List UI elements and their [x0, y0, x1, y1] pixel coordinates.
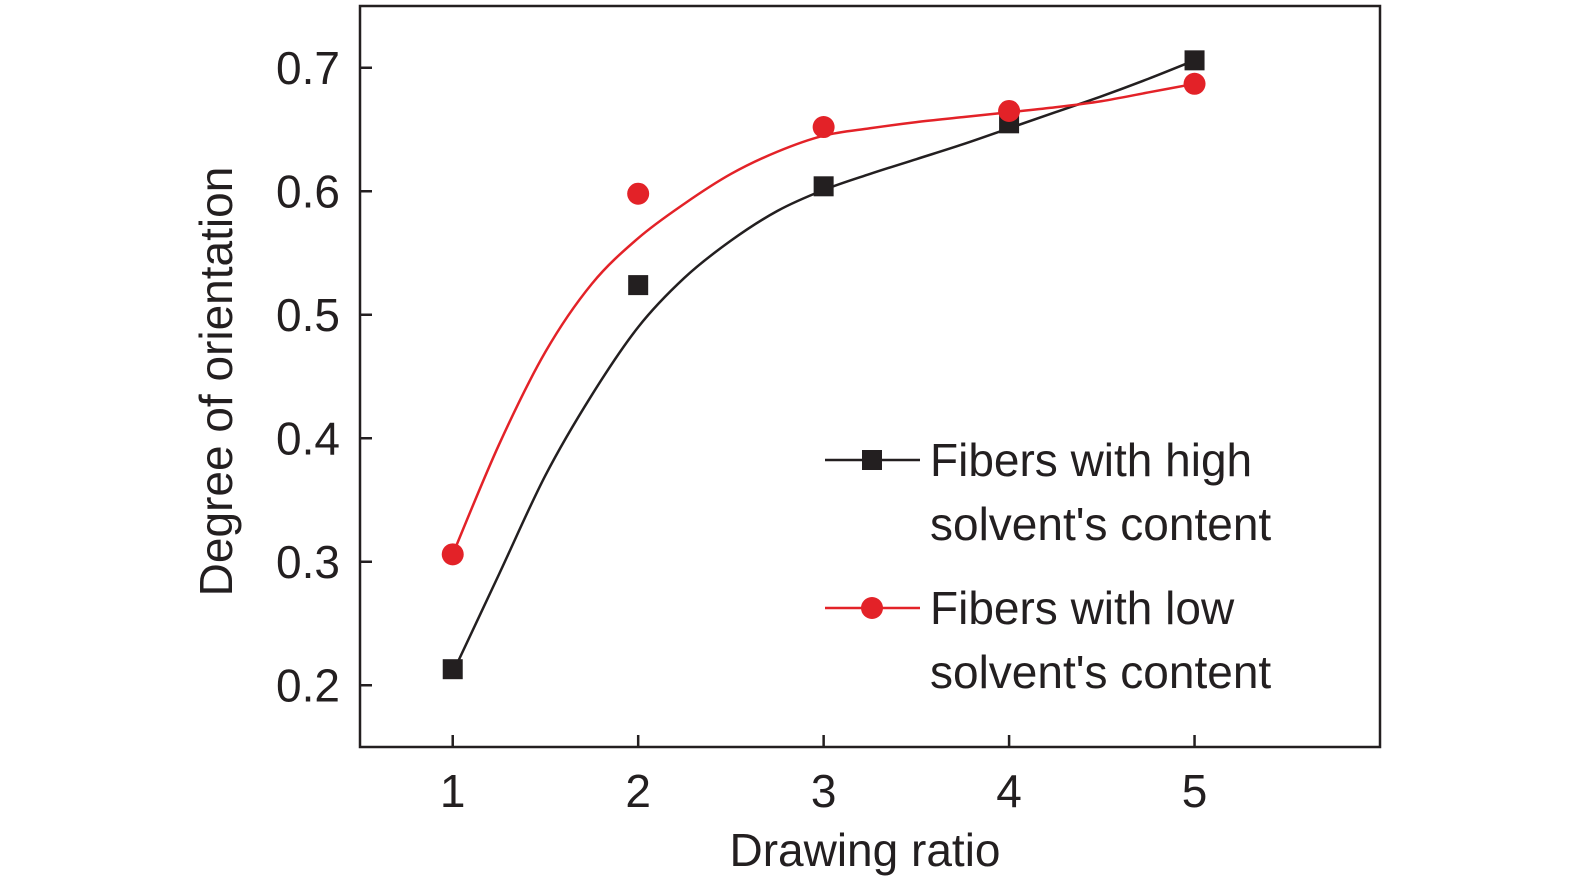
- fit-curves: [451, 59, 1196, 674]
- plot-border: [358, 4, 1382, 749]
- series-1-point: [812, 116, 835, 139]
- series-0-point: [628, 275, 649, 296]
- x-tick-label: 3: [811, 765, 837, 817]
- legend-0-label: Fibers with high: [930, 434, 1252, 486]
- data-markers: [441, 50, 1206, 680]
- y-axis-title: Degree of orientation: [190, 167, 242, 597]
- y-tick-label: 0.6: [276, 165, 340, 217]
- series-1-point: [627, 182, 650, 205]
- series-1-point: [998, 99, 1021, 122]
- x-tick-label: 1: [440, 765, 466, 817]
- x-tick-label: 5: [1182, 765, 1208, 817]
- legend-1-label: Fibers with low: [930, 582, 1235, 634]
- series-0-point: [1184, 50, 1205, 71]
- series-1-point: [1183, 72, 1206, 95]
- legend: Fibers with high solvent's content Fibers …: [825, 434, 1271, 698]
- legend-1-marker: [861, 597, 883, 619]
- x-axis: 1 2 3 4 5: [440, 735, 1207, 817]
- series-0-point: [813, 176, 834, 197]
- x-tick-label: 2: [625, 765, 651, 817]
- y-tick-label: 0.4: [276, 412, 340, 464]
- y-tick-label: 0.5: [276, 289, 340, 341]
- x-axis-title: Drawing ratio: [730, 824, 1001, 876]
- series-0-point: [442, 659, 463, 680]
- legend-0-label: solvent's content: [930, 498, 1271, 550]
- series-0-fit-line: [451, 59, 1196, 674]
- x-tick-label: 4: [996, 765, 1022, 817]
- y-axis: 0.2 0.3 0.4 0.5 0.6 0.7: [276, 42, 372, 711]
- legend-0-marker: [862, 450, 882, 470]
- series-1-fit-line: [451, 82, 1195, 555]
- plot-frame: [358, 4, 1382, 749]
- legend-1-label: solvent's content: [930, 646, 1271, 698]
- series-1-point: [441, 543, 464, 566]
- y-tick-label: 0.3: [276, 536, 340, 588]
- y-tick-label: 0.7: [276, 42, 340, 94]
- y-tick-label: 0.2: [276, 659, 340, 711]
